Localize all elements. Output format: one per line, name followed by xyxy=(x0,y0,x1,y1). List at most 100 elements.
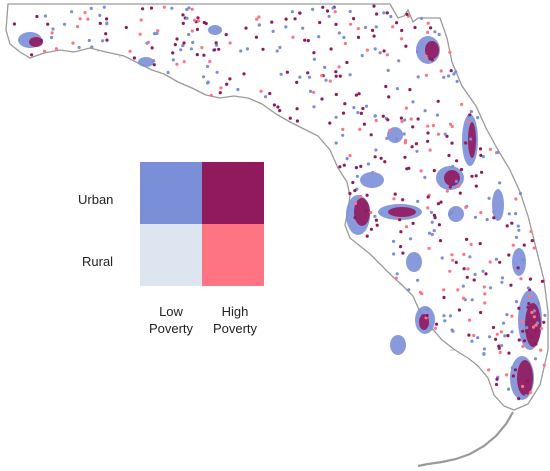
population-dot xyxy=(469,110,473,114)
population-dot xyxy=(431,123,435,128)
population-dot xyxy=(46,22,50,26)
urban-area-blob xyxy=(29,37,43,47)
population-dot xyxy=(152,31,157,36)
population-dot xyxy=(401,198,405,202)
population-dot xyxy=(312,57,316,61)
population-dot xyxy=(526,305,530,309)
population-dot xyxy=(185,16,189,20)
population-dot xyxy=(162,5,166,9)
population-dot xyxy=(430,220,434,224)
population-dot xyxy=(533,357,538,361)
population-dot xyxy=(403,118,407,122)
population-dot xyxy=(472,333,476,338)
population-dot xyxy=(478,147,483,151)
population-dot xyxy=(514,235,519,239)
population-dot xyxy=(436,202,440,206)
population-dot xyxy=(343,102,347,106)
population-dot xyxy=(90,45,94,49)
population-dot xyxy=(306,71,310,75)
population-dot xyxy=(352,106,356,110)
population-dot xyxy=(293,17,297,21)
population-dot xyxy=(102,5,106,9)
population-dot xyxy=(175,37,179,41)
urban-area-blob xyxy=(360,172,384,188)
population-dot xyxy=(416,199,420,203)
population-dot xyxy=(387,95,391,99)
population-dot xyxy=(171,58,175,62)
population-dot xyxy=(373,214,377,218)
population-dot xyxy=(521,258,525,262)
population-dot xyxy=(429,210,434,214)
population-dot xyxy=(473,215,477,219)
population-dot xyxy=(447,153,451,158)
urban-area-blob xyxy=(468,122,476,158)
urban-area-blob xyxy=(512,248,526,276)
population-dot xyxy=(487,196,491,200)
population-dot xyxy=(341,133,345,137)
population-dot xyxy=(411,100,415,104)
population-dot xyxy=(491,325,496,330)
population-dot xyxy=(418,290,422,294)
population-dot xyxy=(476,116,480,120)
population-dot xyxy=(378,51,382,55)
population-dot xyxy=(542,320,546,324)
population-dot xyxy=(343,41,347,46)
population-dot xyxy=(71,41,75,45)
population-dot xyxy=(341,127,345,131)
legend-swatch-rural-low-poverty xyxy=(140,224,202,286)
population-dot xyxy=(435,322,439,326)
population-dot xyxy=(451,258,455,262)
population-dot xyxy=(365,48,369,52)
population-dot xyxy=(187,6,191,10)
population-dot xyxy=(197,19,201,23)
population-dot xyxy=(307,75,312,79)
population-dot xyxy=(440,256,444,260)
population-dot xyxy=(399,230,403,234)
population-dot xyxy=(146,40,151,44)
population-dot xyxy=(334,92,338,97)
population-dot xyxy=(348,9,352,14)
population-dot xyxy=(482,347,486,351)
population-dot xyxy=(399,245,403,249)
population-dot xyxy=(270,20,274,24)
population-dot xyxy=(432,169,436,173)
population-dot xyxy=(329,47,333,51)
population-dot xyxy=(405,12,409,16)
population-dot xyxy=(415,50,420,54)
population-dot xyxy=(318,20,322,25)
population-dot xyxy=(461,284,465,288)
population-dot xyxy=(404,138,408,143)
population-dot xyxy=(532,309,537,313)
population-dot xyxy=(520,319,524,323)
population-dot xyxy=(436,132,441,136)
population-dot xyxy=(242,72,246,76)
population-dot xyxy=(185,7,189,12)
population-dot xyxy=(448,314,453,318)
population-dot xyxy=(77,45,81,50)
population-dot xyxy=(408,237,413,241)
florida-state-outline xyxy=(5,3,549,411)
population-dot xyxy=(458,191,462,195)
population-dot xyxy=(357,92,361,96)
population-dot xyxy=(402,132,406,136)
population-dot xyxy=(30,53,34,57)
population-dot xyxy=(498,181,502,185)
population-dot xyxy=(472,278,476,282)
legend-swatch-urban-high-poverty xyxy=(202,162,264,224)
population-dot xyxy=(149,6,154,10)
population-dot xyxy=(382,49,386,53)
population-dot xyxy=(405,167,409,171)
population-dot xyxy=(337,31,341,35)
population-dot xyxy=(104,32,108,36)
population-dot xyxy=(454,179,458,183)
population-dot xyxy=(354,93,358,97)
population-dot xyxy=(404,106,408,110)
population-dot xyxy=(101,39,105,43)
population-dot xyxy=(525,326,529,330)
population-dot xyxy=(375,223,379,227)
population-dot xyxy=(436,99,440,103)
population-dot xyxy=(424,73,428,77)
population-dot xyxy=(397,59,401,63)
population-dot xyxy=(521,384,525,389)
